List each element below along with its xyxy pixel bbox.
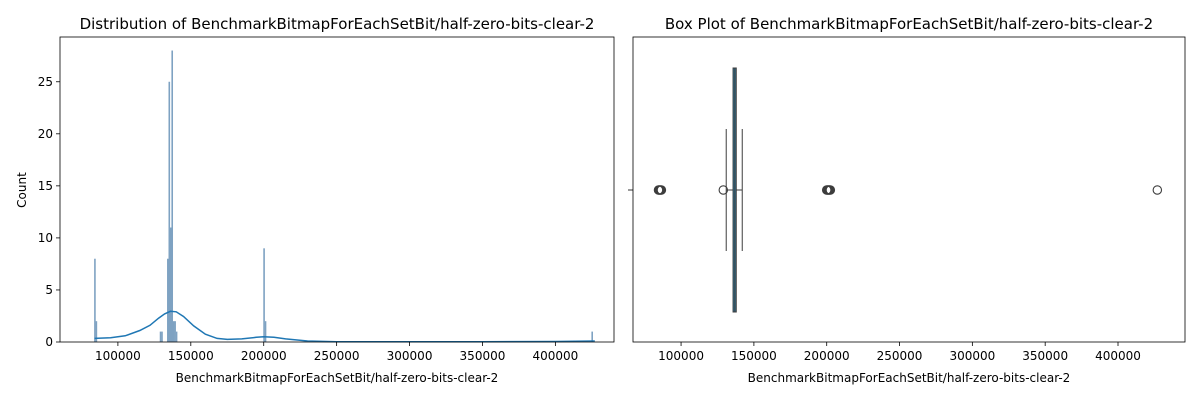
histogram-bar bbox=[591, 331, 593, 342]
outlier-point bbox=[718, 185, 729, 195]
outlier-point bbox=[825, 185, 836, 195]
boxplot-x-tick-label: 400000 bbox=[1095, 349, 1141, 363]
histogram-bar bbox=[172, 321, 175, 342]
outlier-point bbox=[1152, 185, 1163, 195]
histogram-x-tick-label: 150000 bbox=[168, 349, 214, 363]
histogram-title: Distribution of BenchmarkBitmapForEachSe… bbox=[80, 15, 595, 33]
histogram-x-label: BenchmarkBitmapForEachSetBit/half-zero-b… bbox=[176, 371, 499, 385]
boxplot-x-tick-label: 100000 bbox=[658, 349, 704, 363]
histogram-y-ticks: 0 5 10 15 20 25 bbox=[38, 75, 60, 349]
histogram-bar bbox=[161, 331, 163, 342]
histogram-y-tick-label: 20 bbox=[38, 127, 53, 141]
histogram-bar bbox=[263, 248, 265, 342]
histogram-x-tick-label: 400000 bbox=[532, 349, 578, 363]
boxplot-panel: Box Plot of BenchmarkBitmapForEachSetBit… bbox=[628, 15, 1186, 385]
histogram-x-tick-label: 200000 bbox=[241, 349, 287, 363]
histogram-bar bbox=[264, 321, 267, 342]
histogram-bar bbox=[159, 331, 162, 342]
boxplot-x-label: BenchmarkBitmapForEachSetBit/half-zero-b… bbox=[748, 371, 1071, 385]
boxplot-x-tick-label: 200000 bbox=[804, 349, 850, 363]
histogram-bar bbox=[168, 81, 171, 342]
histogram-x-tick-label: 100000 bbox=[95, 349, 141, 363]
histogram-bar bbox=[95, 321, 98, 342]
boxplot-x-tick-label: 250000 bbox=[877, 349, 923, 363]
boxplot-title: Box Plot of BenchmarkBitmapForEachSetBit… bbox=[665, 15, 1153, 33]
histogram-y-tick-label: 5 bbox=[45, 283, 53, 297]
histogram-x-ticks: 100000 150000 200000 250000 300000 350000 4000… bbox=[95, 342, 578, 363]
histogram-bar bbox=[174, 321, 176, 342]
boxplot-outliers bbox=[653, 185, 1163, 195]
histogram-bar bbox=[171, 50, 174, 343]
histogram-y-tick-label: 10 bbox=[38, 231, 53, 245]
histogram-bar bbox=[169, 227, 172, 342]
boxplot-elements bbox=[725, 67, 743, 313]
histogram-bar bbox=[94, 258, 96, 342]
boxplot-x-ticks: 100000 150000 200000 250000 300000 350000 4000… bbox=[658, 342, 1141, 363]
histogram-x-tick-label: 300000 bbox=[387, 349, 433, 363]
histogram-y-label: Count bbox=[15, 172, 29, 208]
histogram-bar bbox=[167, 258, 169, 342]
histogram-bar bbox=[175, 331, 178, 342]
histogram-x-tick-label: 250000 bbox=[314, 349, 360, 363]
histogram-y-tick-label: 0 bbox=[45, 335, 53, 349]
histogram-plot-area: 100000 150000 200000 250000 300000 350000 4000… bbox=[38, 36, 615, 363]
histogram-y-tick-label: 15 bbox=[38, 179, 53, 193]
boxplot-x-tick-label: 300000 bbox=[949, 349, 995, 363]
histogram-x-tick-label: 350000 bbox=[460, 349, 506, 363]
boxplot-plot-area: 100000 150000 200000 250000 300000 350000 4000… bbox=[628, 36, 1186, 363]
histogram-bars bbox=[94, 50, 593, 343]
histogram-panel: Distribution of BenchmarkBitmapForEachSe… bbox=[15, 15, 615, 385]
outlier-point bbox=[656, 185, 667, 195]
boxplot-x-tick-label: 150000 bbox=[731, 349, 777, 363]
histogram-y-tick-label: 25 bbox=[38, 75, 53, 89]
boxplot-x-tick-label: 350000 bbox=[1022, 349, 1068, 363]
boxplot-frame bbox=[632, 36, 1186, 343]
